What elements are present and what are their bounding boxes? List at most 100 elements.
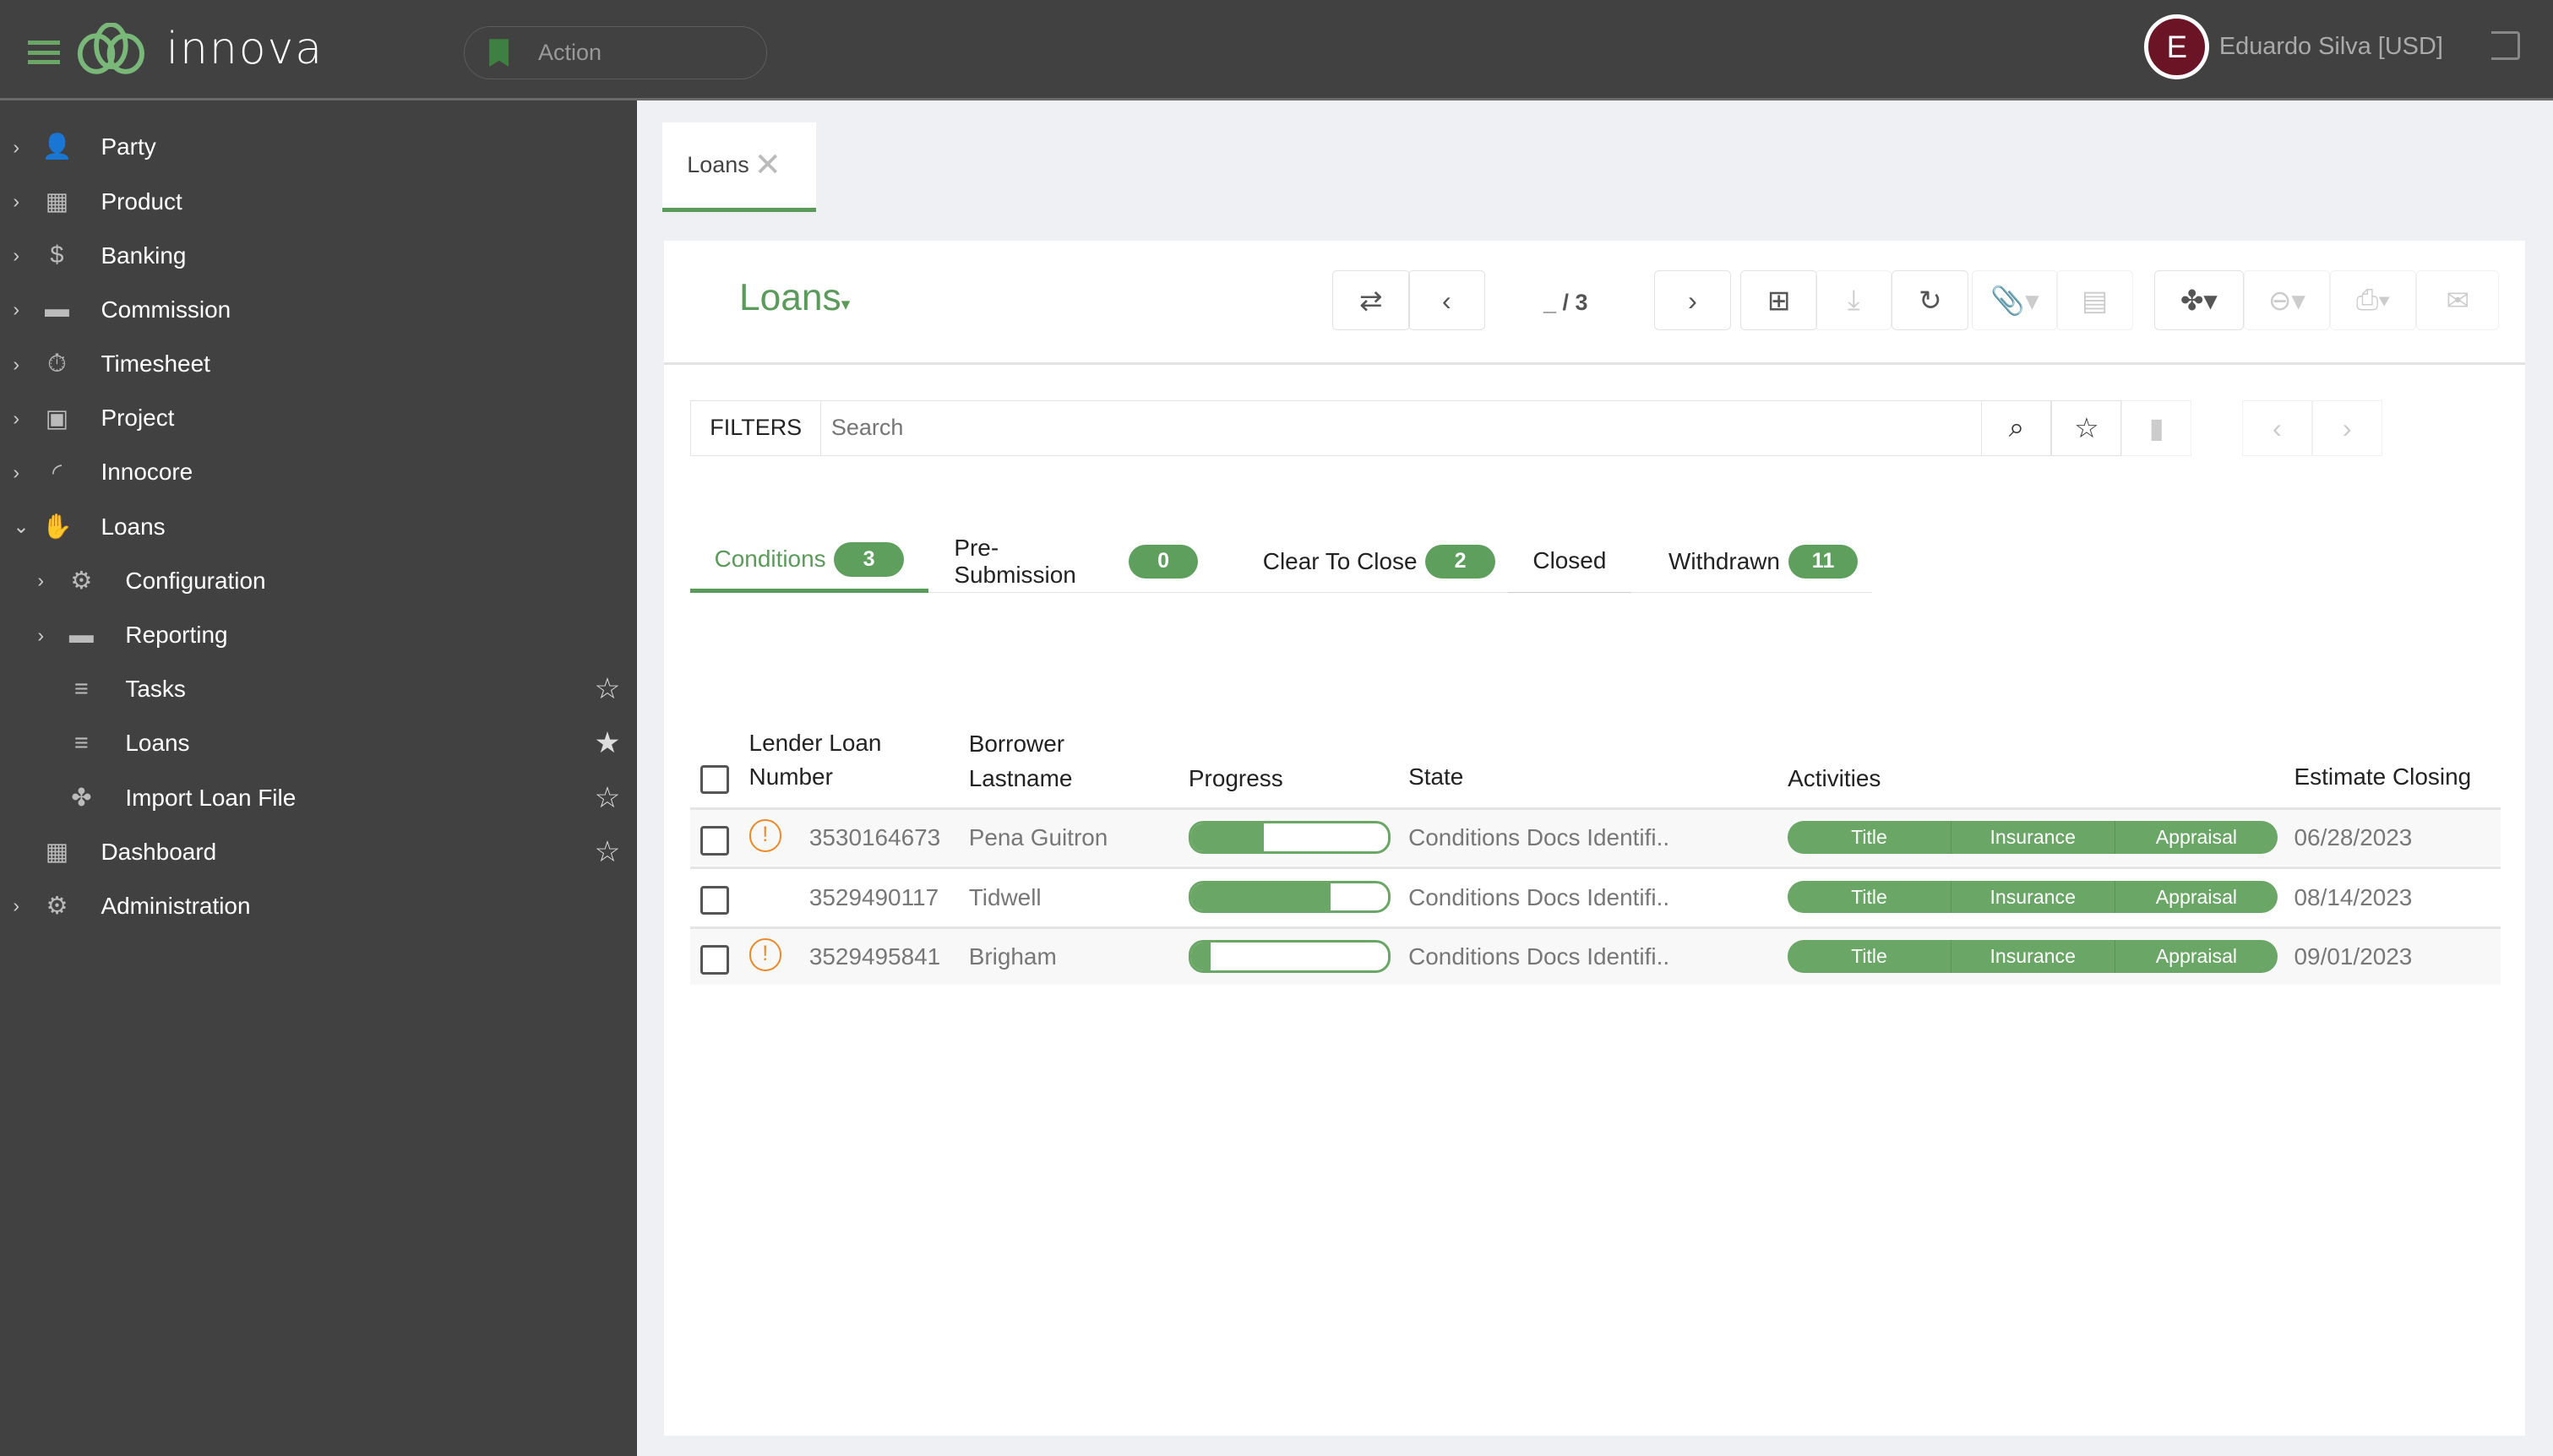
star-icon[interactable]: ☆ bbox=[594, 835, 621, 868]
close-tab-icon[interactable]: ✕ bbox=[754, 146, 781, 183]
view-title-dropdown[interactable]: Loans▾ bbox=[739, 277, 850, 319]
sidebar-item-commission[interactable]: › ▬ Commission bbox=[0, 283, 637, 337]
row-checkbox[interactable] bbox=[699, 826, 730, 856]
chevron-right-icon[interactable]: › bbox=[13, 894, 20, 917]
user-name: Eduardo Silva [USD] bbox=[2218, 33, 2443, 61]
action-button[interactable]: Action bbox=[464, 25, 767, 80]
sidebar-item-import-loan-file[interactable]: ✤ Import Loan File ☆ bbox=[0, 771, 637, 825]
add-button[interactable]: ⊞ bbox=[1740, 269, 1817, 331]
sidebar-item-label: Tasks bbox=[125, 676, 186, 703]
chevron-down-icon[interactable]: ⌄ bbox=[13, 515, 30, 538]
activity-insurance[interactable]: Insurance bbox=[1951, 880, 2115, 914]
col-state[interactable]: State bbox=[1408, 763, 1464, 790]
progress-bar bbox=[1188, 940, 1391, 973]
chevron-right-icon[interactable]: › bbox=[13, 298, 20, 321]
attachment-button[interactable]: 📎▾ bbox=[1971, 269, 2059, 331]
filters-button[interactable]: FILTERS bbox=[691, 401, 822, 455]
list-icon: ≡ bbox=[73, 729, 89, 757]
tab-closed[interactable]: Closed bbox=[1507, 530, 1632, 593]
print-button[interactable]: ⎙▾ bbox=[2329, 269, 2417, 331]
view-toolbar: Loans▾ ⇄ ‹ _ / 3 › ⊞ ⤓ ↻ 📎▾ ▤ ✤▾ ⊖▾ ⎙▾ ✉ bbox=[664, 241, 2526, 365]
loan-number[interactable]: 3529490117 bbox=[808, 883, 939, 910]
col-estimate-closing[interactable]: Estimate Closing bbox=[2294, 763, 2472, 790]
download-button[interactable]: ⤓ bbox=[1815, 269, 1892, 331]
sidebar-item-banking[interactable]: › $ Banking bbox=[0, 229, 637, 283]
sidebar-item-tasks[interactable]: ≡ Tasks ☆ bbox=[0, 662, 637, 716]
refresh-button[interactable]: ↻ bbox=[1892, 269, 1969, 331]
star-icon[interactable]: ☆ bbox=[594, 781, 621, 814]
activity-appraisal[interactable]: Appraisal bbox=[2155, 945, 2238, 968]
tab-conditions[interactable]: Conditions 3 bbox=[690, 530, 928, 593]
scrollbar[interactable] bbox=[2525, 101, 2553, 1456]
sidebar-item-project[interactable]: › ▣ Project bbox=[0, 392, 637, 446]
chevron-right-icon[interactable]: › bbox=[37, 623, 45, 646]
sidebar: › 👤 Party › ▦ Product › $ Banking › ▬ Commission › ⏱ T… bbox=[0, 101, 637, 1456]
chevron-right-icon[interactable]: › bbox=[37, 569, 45, 592]
table-row[interactable]: 3529490117 Tidwell Conditions Docs Identif… bbox=[690, 867, 2501, 925]
loan-number[interactable]: 3529495841 bbox=[808, 943, 941, 970]
dollar-icon: $ bbox=[50, 242, 64, 269]
star-filled-icon[interactable]: ★ bbox=[594, 727, 621, 760]
tab-clear-to-close[interactable]: Clear To Close 2 bbox=[1249, 530, 1509, 592]
sidebar-item-loans[interactable]: ⌄ ✋ Loans bbox=[0, 500, 637, 554]
previous-page-button[interactable]: ‹ bbox=[1408, 269, 1485, 331]
sidebar-item-administration[interactable]: › ⚙ Administration bbox=[0, 879, 637, 933]
activity-insurance[interactable]: Insurance bbox=[1951, 940, 2115, 973]
person-icon: 👤 bbox=[41, 133, 73, 161]
tab-withdrawn[interactable]: Withdrawn 11 bbox=[1658, 530, 1870, 592]
chevron-right-icon[interactable]: › bbox=[13, 190, 20, 213]
search-icon[interactable]: ⌕ bbox=[1981, 400, 2052, 456]
sidebar-item-innocore[interactable]: › ◜ Innocore bbox=[0, 446, 637, 500]
tab-pre-submission[interactable]: Pre-Submission 0 bbox=[954, 530, 1199, 592]
star-icon[interactable]: ☆ bbox=[594, 673, 621, 706]
col-activities[interactable]: Activities bbox=[1788, 764, 1881, 791]
innova-logo[interactable]: innova bbox=[75, 22, 324, 75]
activity-insurance[interactable]: Insurance bbox=[1951, 821, 2115, 854]
sidebar-item-timesheet[interactable]: › ⏱ Timesheet bbox=[0, 337, 637, 391]
activity-title[interactable]: Title bbox=[1788, 880, 1951, 914]
chevron-right-icon[interactable]: › bbox=[13, 135, 20, 158]
tab-loans[interactable]: Loans ✕ bbox=[662, 122, 816, 212]
table-row[interactable]: ! 3530164673 Pena Guitron Conditions Docs I… bbox=[690, 807, 2501, 867]
filter-prev-icon[interactable]: ‹ bbox=[2241, 400, 2312, 456]
bookmark-icon[interactable]: ▮ bbox=[2121, 400, 2192, 456]
activity-appraisal[interactable]: Appraisal bbox=[2155, 885, 2238, 908]
chevron-right-icon[interactable]: › bbox=[13, 244, 20, 267]
comment-button[interactable]: ▤ bbox=[2056, 269, 2133, 331]
loan-number[interactable]: 3530164673 bbox=[808, 824, 941, 851]
state: Conditions Docs Identifi.. bbox=[1408, 883, 1670, 910]
chevron-right-icon[interactable]: › bbox=[13, 460, 20, 483]
row-checkbox[interactable] bbox=[699, 944, 730, 975]
tab-label: Conditions bbox=[714, 546, 826, 573]
star-favorite-icon[interactable]: ☆ bbox=[2051, 400, 2122, 456]
activity-title[interactable]: Title bbox=[1788, 940, 1951, 973]
activity-appraisal[interactable]: Appraisal bbox=[2155, 826, 2238, 849]
col-progress[interactable]: Progress bbox=[1188, 764, 1283, 791]
next-page-button[interactable]: › bbox=[1654, 269, 1731, 331]
link-button[interactable]: ⊖▾ bbox=[2243, 269, 2330, 331]
sidebar-item-loans[interactable]: ≡ Loans ★ bbox=[0, 717, 637, 771]
chevron-right-icon[interactable]: › bbox=[13, 406, 20, 429]
sidebar-item-reporting[interactable]: › ▬ Reporting bbox=[0, 608, 637, 662]
logout-icon[interactable] bbox=[2490, 30, 2521, 61]
select-all-checkbox[interactable] bbox=[699, 764, 730, 795]
user-menu[interactable]: E Eduardo Silva [USD] bbox=[2144, 14, 2443, 80]
switch-view-button[interactable]: ⇄ bbox=[1331, 269, 1410, 331]
col-borrower[interactable]: Borrower Lastname bbox=[968, 731, 1073, 791]
search-input[interactable] bbox=[821, 401, 2121, 455]
row-checkbox[interactable] bbox=[699, 885, 730, 915]
chevron-right-icon[interactable]: › bbox=[13, 352, 20, 375]
pinwheel-icon: ✤ bbox=[71, 785, 92, 812]
table-row[interactable]: ! 3529495841 Brigham Conditions Docs Identi… bbox=[690, 926, 2501, 985]
filter-next-icon[interactable]: › bbox=[2311, 400, 2382, 456]
activity-title[interactable]: Title bbox=[1788, 821, 1951, 854]
email-button[interactable]: ✉ bbox=[2416, 269, 2500, 331]
sidebar-item-product[interactable]: › ▦ Product bbox=[0, 175, 637, 229]
hamburger-menu-icon[interactable] bbox=[27, 41, 61, 70]
sidebar-item-configuration[interactable]: › ⚙ Configuration bbox=[0, 554, 637, 608]
sidebar-item-label: Innocore bbox=[101, 459, 193, 486]
pinwheel-menu-button[interactable]: ✤▾ bbox=[2153, 269, 2244, 331]
col-loan-number[interactable]: Lender Loan Number bbox=[748, 729, 882, 790]
sidebar-item-dashboard[interactable]: ▦ Dashboard ☆ bbox=[0, 825, 637, 879]
sidebar-item-party[interactable]: › 👤 Party bbox=[0, 121, 637, 175]
